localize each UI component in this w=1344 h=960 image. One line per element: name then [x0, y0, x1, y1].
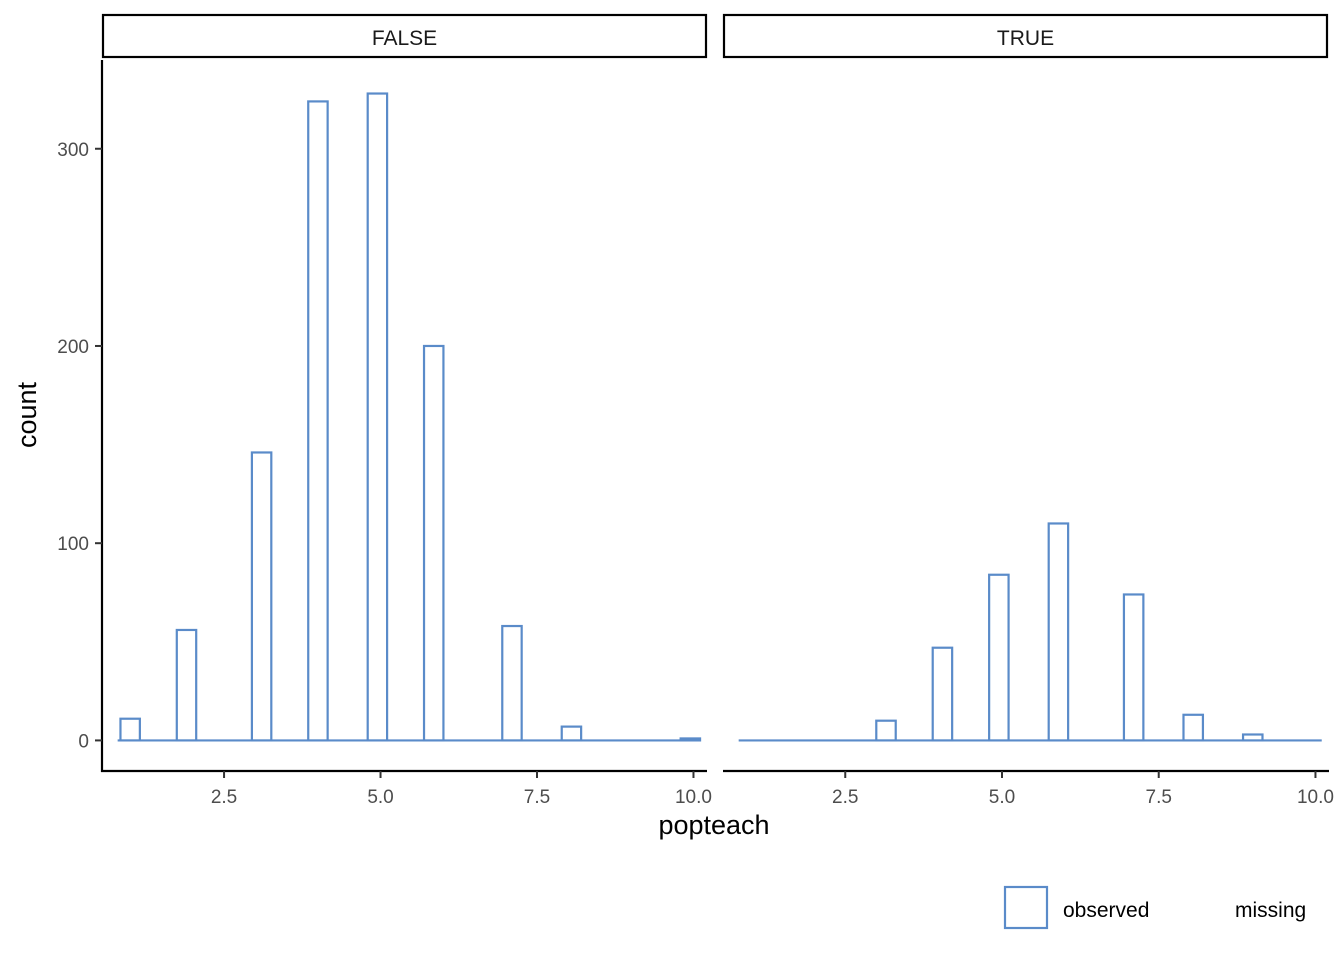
y-tick-label: 100 — [57, 534, 89, 555]
histogram-bar — [1182, 713, 1205, 742]
strip-false-label: FALSE — [372, 27, 437, 50]
histogram-bar — [931, 646, 954, 742]
panel-false: FALSE 2.5 5.0 7.5 10.0 0 100 200 300 — [57, 13, 712, 808]
histogram-bar — [250, 451, 273, 742]
y-tick-label: 0 — [78, 731, 89, 752]
legend-key-observed — [1003, 885, 1049, 930]
histogram-bar — [1241, 733, 1264, 742]
histogram-bar — [679, 737, 702, 742]
histogram-bar — [1122, 593, 1145, 742]
y-ticks: 0 100 200 300 — [57, 140, 102, 752]
x-tick-label: 2.5 — [832, 787, 858, 808]
x-tick-label: 10.0 — [675, 787, 712, 808]
histogram-bar — [307, 100, 329, 742]
x-tick-label: 7.5 — [1146, 787, 1172, 808]
histogram-bar — [175, 628, 198, 742]
x-tick-label: 5.0 — [367, 787, 393, 808]
y-tick-label: 200 — [57, 337, 89, 358]
histogram-bar — [501, 624, 523, 742]
x-ticks-true: 2.5 5.0 7.5 10.0 — [832, 771, 1334, 808]
bars-false — [117, 92, 702, 742]
histogram-bar — [366, 92, 389, 742]
x-tick-label: 7.5 — [524, 787, 550, 808]
strip-true — [722, 13, 1329, 59]
histogram-bar — [875, 719, 897, 742]
bars-true — [738, 522, 1322, 742]
y-axis-title: count — [12, 381, 42, 448]
x-tick-label: 2.5 — [211, 787, 237, 808]
histogram-bar — [119, 717, 141, 742]
histogram-bar — [1047, 522, 1070, 742]
histogram-bar — [560, 725, 583, 742]
histogram-bar — [988, 573, 1010, 742]
x-ticks-false: 2.5 5.0 7.5 10.0 — [211, 771, 712, 808]
x-tick-label: 10.0 — [1297, 787, 1334, 808]
strip-false — [101, 13, 708, 59]
panel-true: TRUE 2.5 5.0 7.5 10.0 — [722, 13, 1334, 808]
x-tick-label: 5.0 — [989, 787, 1015, 808]
legend-label-missing: missing — [1235, 899, 1306, 922]
x-axis-title: popteach — [658, 810, 769, 840]
legend-label-observed: observed — [1063, 899, 1149, 922]
y-tick-label: 300 — [57, 140, 89, 161]
histogram-bar — [422, 344, 445, 742]
strip-true-label: TRUE — [997, 27, 1054, 50]
legend: observed missing — [1003, 885, 1306, 930]
legend-key-missing — [1174, 887, 1216, 928]
